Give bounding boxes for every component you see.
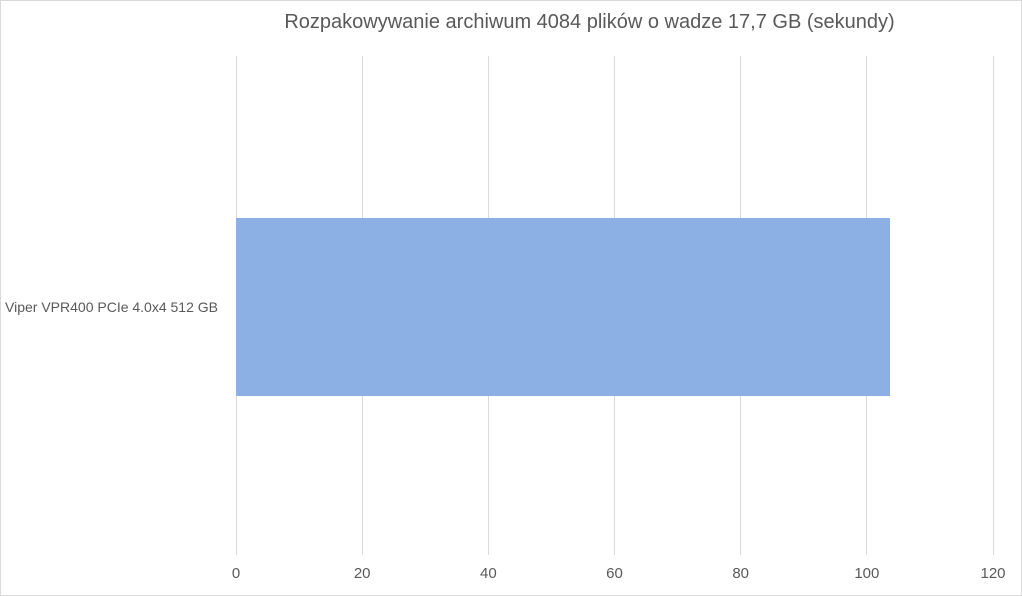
category-label: Viper VPR400 PCIe 4.0x4 512 GB (5, 299, 218, 315)
plot-area (235, 56, 994, 555)
x-tick-label: 0 (231, 565, 241, 582)
chart-title: Rozpakowywanie archiwum 4084 plików o wa… (284, 11, 895, 33)
x-tick-label: 20 (353, 565, 371, 582)
x-tick-label: 40 (479, 565, 497, 582)
x-tick-label: 60 (606, 565, 623, 582)
gridline (992, 56, 994, 555)
x-tick-label: 80 (732, 565, 749, 582)
x-tick-label: 100 (854, 565, 880, 582)
x-axis: 0 20 40 60 80 100 120 (232, 555, 1006, 589)
x-tick-label: 120 (980, 565, 1006, 582)
bar-viper-vpr400 (236, 218, 890, 396)
